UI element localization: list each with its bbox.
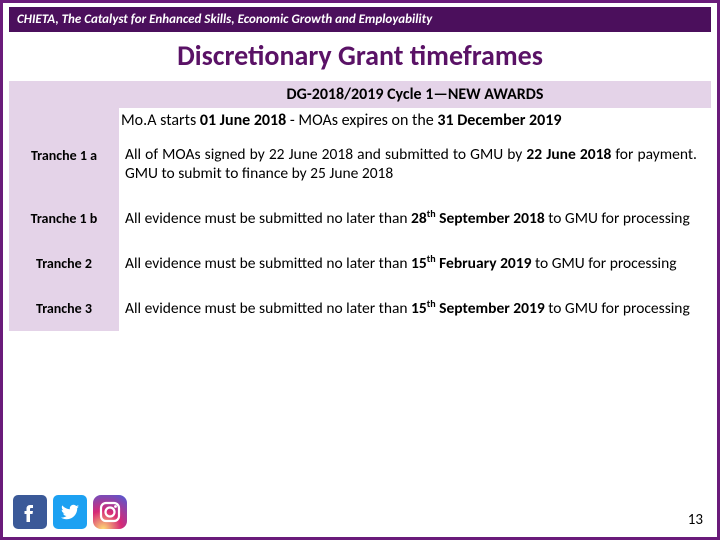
timeframes-table: DG-2018/2019 Cycle 1—NEW AWARDS Mo.A sta… [9, 81, 711, 331]
twitter-icon [53, 495, 87, 529]
cycle-header: DG-2018/2019 Cycle 1—NEW AWARDS [119, 81, 711, 108]
banner-text: CHIETA, The Catalyst for Enhanced Skills… [17, 12, 432, 27]
facebook-icon [13, 495, 47, 529]
tranche-body: All evidence must be submitted no later … [119, 241, 711, 286]
tranche-label: Tranche 1 a [9, 133, 119, 196]
tranche-body: All evidence must be submitted no later … [119, 196, 711, 241]
tranche-body: All of MOAs signed by 22 June 2018 and s… [119, 133, 711, 196]
title-text: Discretionary Grant timeframes [177, 38, 543, 73]
moa-dates: Mo.A starts 01 June 2018 - MOAs expires … [119, 108, 711, 133]
tranche-label: Tranche 3 [9, 286, 119, 331]
tranche-label: Tranche 1 b [9, 196, 119, 241]
instagram-icon [93, 495, 127, 529]
header-spacer [9, 81, 119, 108]
table-subheader-row: Mo.A starts 01 June 2018 - MOAs expires … [9, 108, 711, 133]
page-title: Discretionary Grant timeframes [3, 32, 717, 81]
table-header-row: DG-2018/2019 Cycle 1—NEW AWARDS [9, 81, 711, 108]
table-row: Tranche 1 a All of MOAs signed by 22 Jun… [9, 133, 711, 196]
social-icons [13, 495, 127, 529]
page-number: 13 [688, 511, 703, 529]
tranche-label: Tranche 2 [9, 241, 119, 286]
tranche-body: All evidence must be submitted no later … [119, 286, 711, 331]
subheader-spacer [9, 108, 119, 133]
table-row: Tranche 1 b All evidence must be submitt… [9, 196, 711, 241]
table-row: Tranche 3 All evidence must be submitted… [9, 286, 711, 331]
top-banner: CHIETA, The Catalyst for Enhanced Skills… [9, 7, 711, 32]
footer: 13 [13, 495, 703, 529]
table-row: Tranche 2 All evidence must be submitted… [9, 241, 711, 286]
